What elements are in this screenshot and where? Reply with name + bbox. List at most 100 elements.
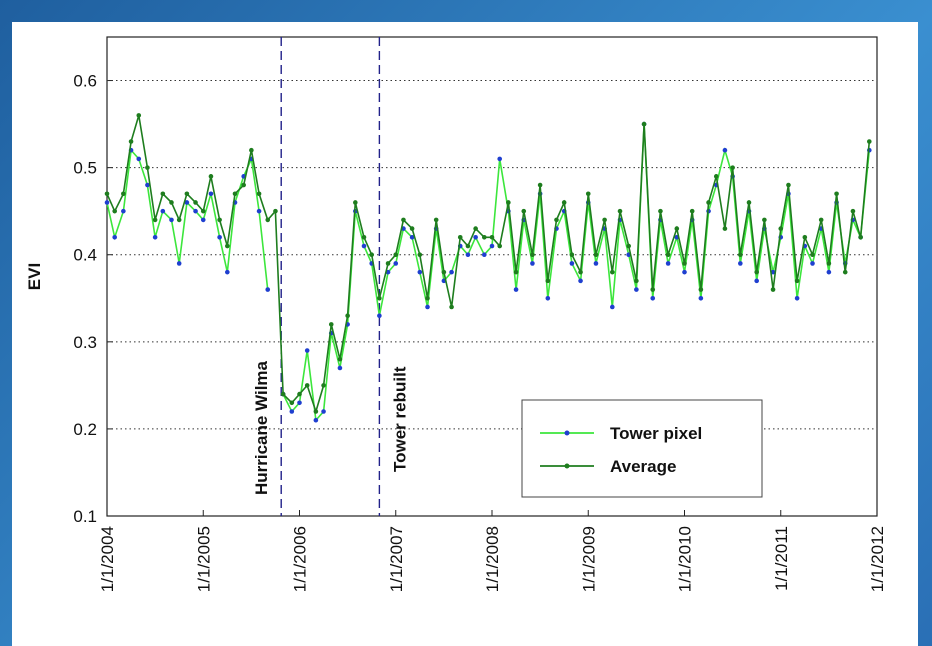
data-point	[184, 191, 190, 197]
data-point	[545, 295, 551, 301]
data-point	[433, 217, 439, 223]
data-point	[225, 269, 230, 275]
data-point	[465, 252, 471, 258]
data-point	[256, 191, 262, 197]
data-point	[273, 208, 278, 214]
data-point	[513, 269, 519, 275]
data-point	[674, 226, 680, 231]
data-point	[321, 383, 326, 388]
data-point	[377, 313, 382, 318]
data-point	[730, 165, 735, 170]
data-point	[810, 261, 815, 266]
data-point	[722, 147, 728, 153]
data-point	[169, 217, 174, 223]
legend-marker	[564, 430, 570, 436]
x-tick-label: 1/1/2005	[194, 526, 213, 592]
data-point	[738, 261, 743, 266]
x-tick-label: 1/1/2006	[291, 526, 310, 592]
y-tick-label: 0.3	[73, 333, 97, 352]
data-point	[569, 261, 575, 266]
data-point	[249, 147, 254, 153]
data-point	[361, 243, 367, 249]
y-tick-label: 0.2	[73, 420, 97, 439]
data-point	[497, 243, 503, 249]
data-point	[530, 261, 535, 266]
annotation-text: Tower rebuilt	[390, 366, 409, 472]
data-point	[176, 261, 182, 266]
legend-box	[521, 399, 763, 498]
data-point	[409, 226, 415, 231]
data-point	[698, 295, 704, 301]
data-point	[457, 235, 463, 240]
data-point	[145, 165, 150, 170]
data-point	[682, 269, 687, 275]
data-point	[746, 200, 752, 205]
data-point	[128, 139, 134, 144]
y-tick-label: 0.5	[73, 159, 97, 178]
data-point	[826, 269, 832, 275]
data-point	[393, 261, 399, 266]
data-point	[826, 261, 832, 266]
data-point	[754, 278, 759, 284]
data-point	[593, 252, 599, 258]
data-point	[417, 269, 423, 275]
data-point	[208, 174, 214, 179]
x-tick-label: 1/1/2008	[483, 526, 502, 592]
data-point	[208, 191, 214, 197]
x-tick-label: 1/1/2009	[579, 526, 598, 592]
data-point	[328, 322, 334, 327]
data-point	[361, 235, 367, 240]
data-point	[786, 182, 791, 188]
data-point	[650, 287, 656, 292]
data-point	[593, 261, 599, 266]
data-point	[337, 356, 343, 362]
data-point	[610, 269, 615, 275]
data-point	[602, 217, 607, 223]
data-point	[658, 208, 663, 214]
data-point	[794, 278, 800, 284]
data-point	[738, 252, 743, 258]
data-point	[850, 208, 856, 214]
data-point	[473, 226, 478, 231]
data-point	[513, 287, 519, 292]
data-point	[256, 208, 262, 214]
data-point	[449, 304, 454, 310]
data-point	[578, 278, 583, 284]
data-point	[401, 217, 406, 223]
legend-label: Average	[610, 457, 676, 476]
data-point	[304, 348, 310, 353]
x-tick-label: 1/1/2004	[98, 526, 117, 592]
data-point	[545, 278, 551, 284]
data-point	[867, 139, 872, 144]
data-point	[385, 261, 391, 266]
data-point	[321, 409, 326, 414]
data-point	[200, 217, 206, 223]
data-point	[698, 287, 704, 292]
data-point	[193, 208, 198, 214]
data-point	[634, 278, 639, 284]
data-point	[353, 200, 358, 205]
data-point	[265, 217, 271, 223]
data-point	[265, 287, 271, 292]
data-point	[337, 365, 343, 371]
data-point	[626, 243, 631, 249]
data-point	[289, 409, 295, 414]
data-point	[713, 174, 719, 179]
data-point	[369, 252, 374, 258]
data-point	[689, 208, 695, 214]
data-point	[377, 295, 382, 301]
data-point	[489, 243, 495, 249]
data-point	[121, 208, 126, 214]
data-point	[770, 269, 776, 275]
data-point	[136, 113, 142, 118]
data-point	[842, 269, 848, 275]
data-point	[160, 191, 166, 197]
data-point	[393, 252, 399, 258]
data-point	[152, 235, 158, 240]
data-point	[650, 295, 656, 301]
data-point	[641, 121, 647, 127]
data-point	[754, 269, 759, 275]
legend-label: Tower pixel	[610, 424, 702, 443]
